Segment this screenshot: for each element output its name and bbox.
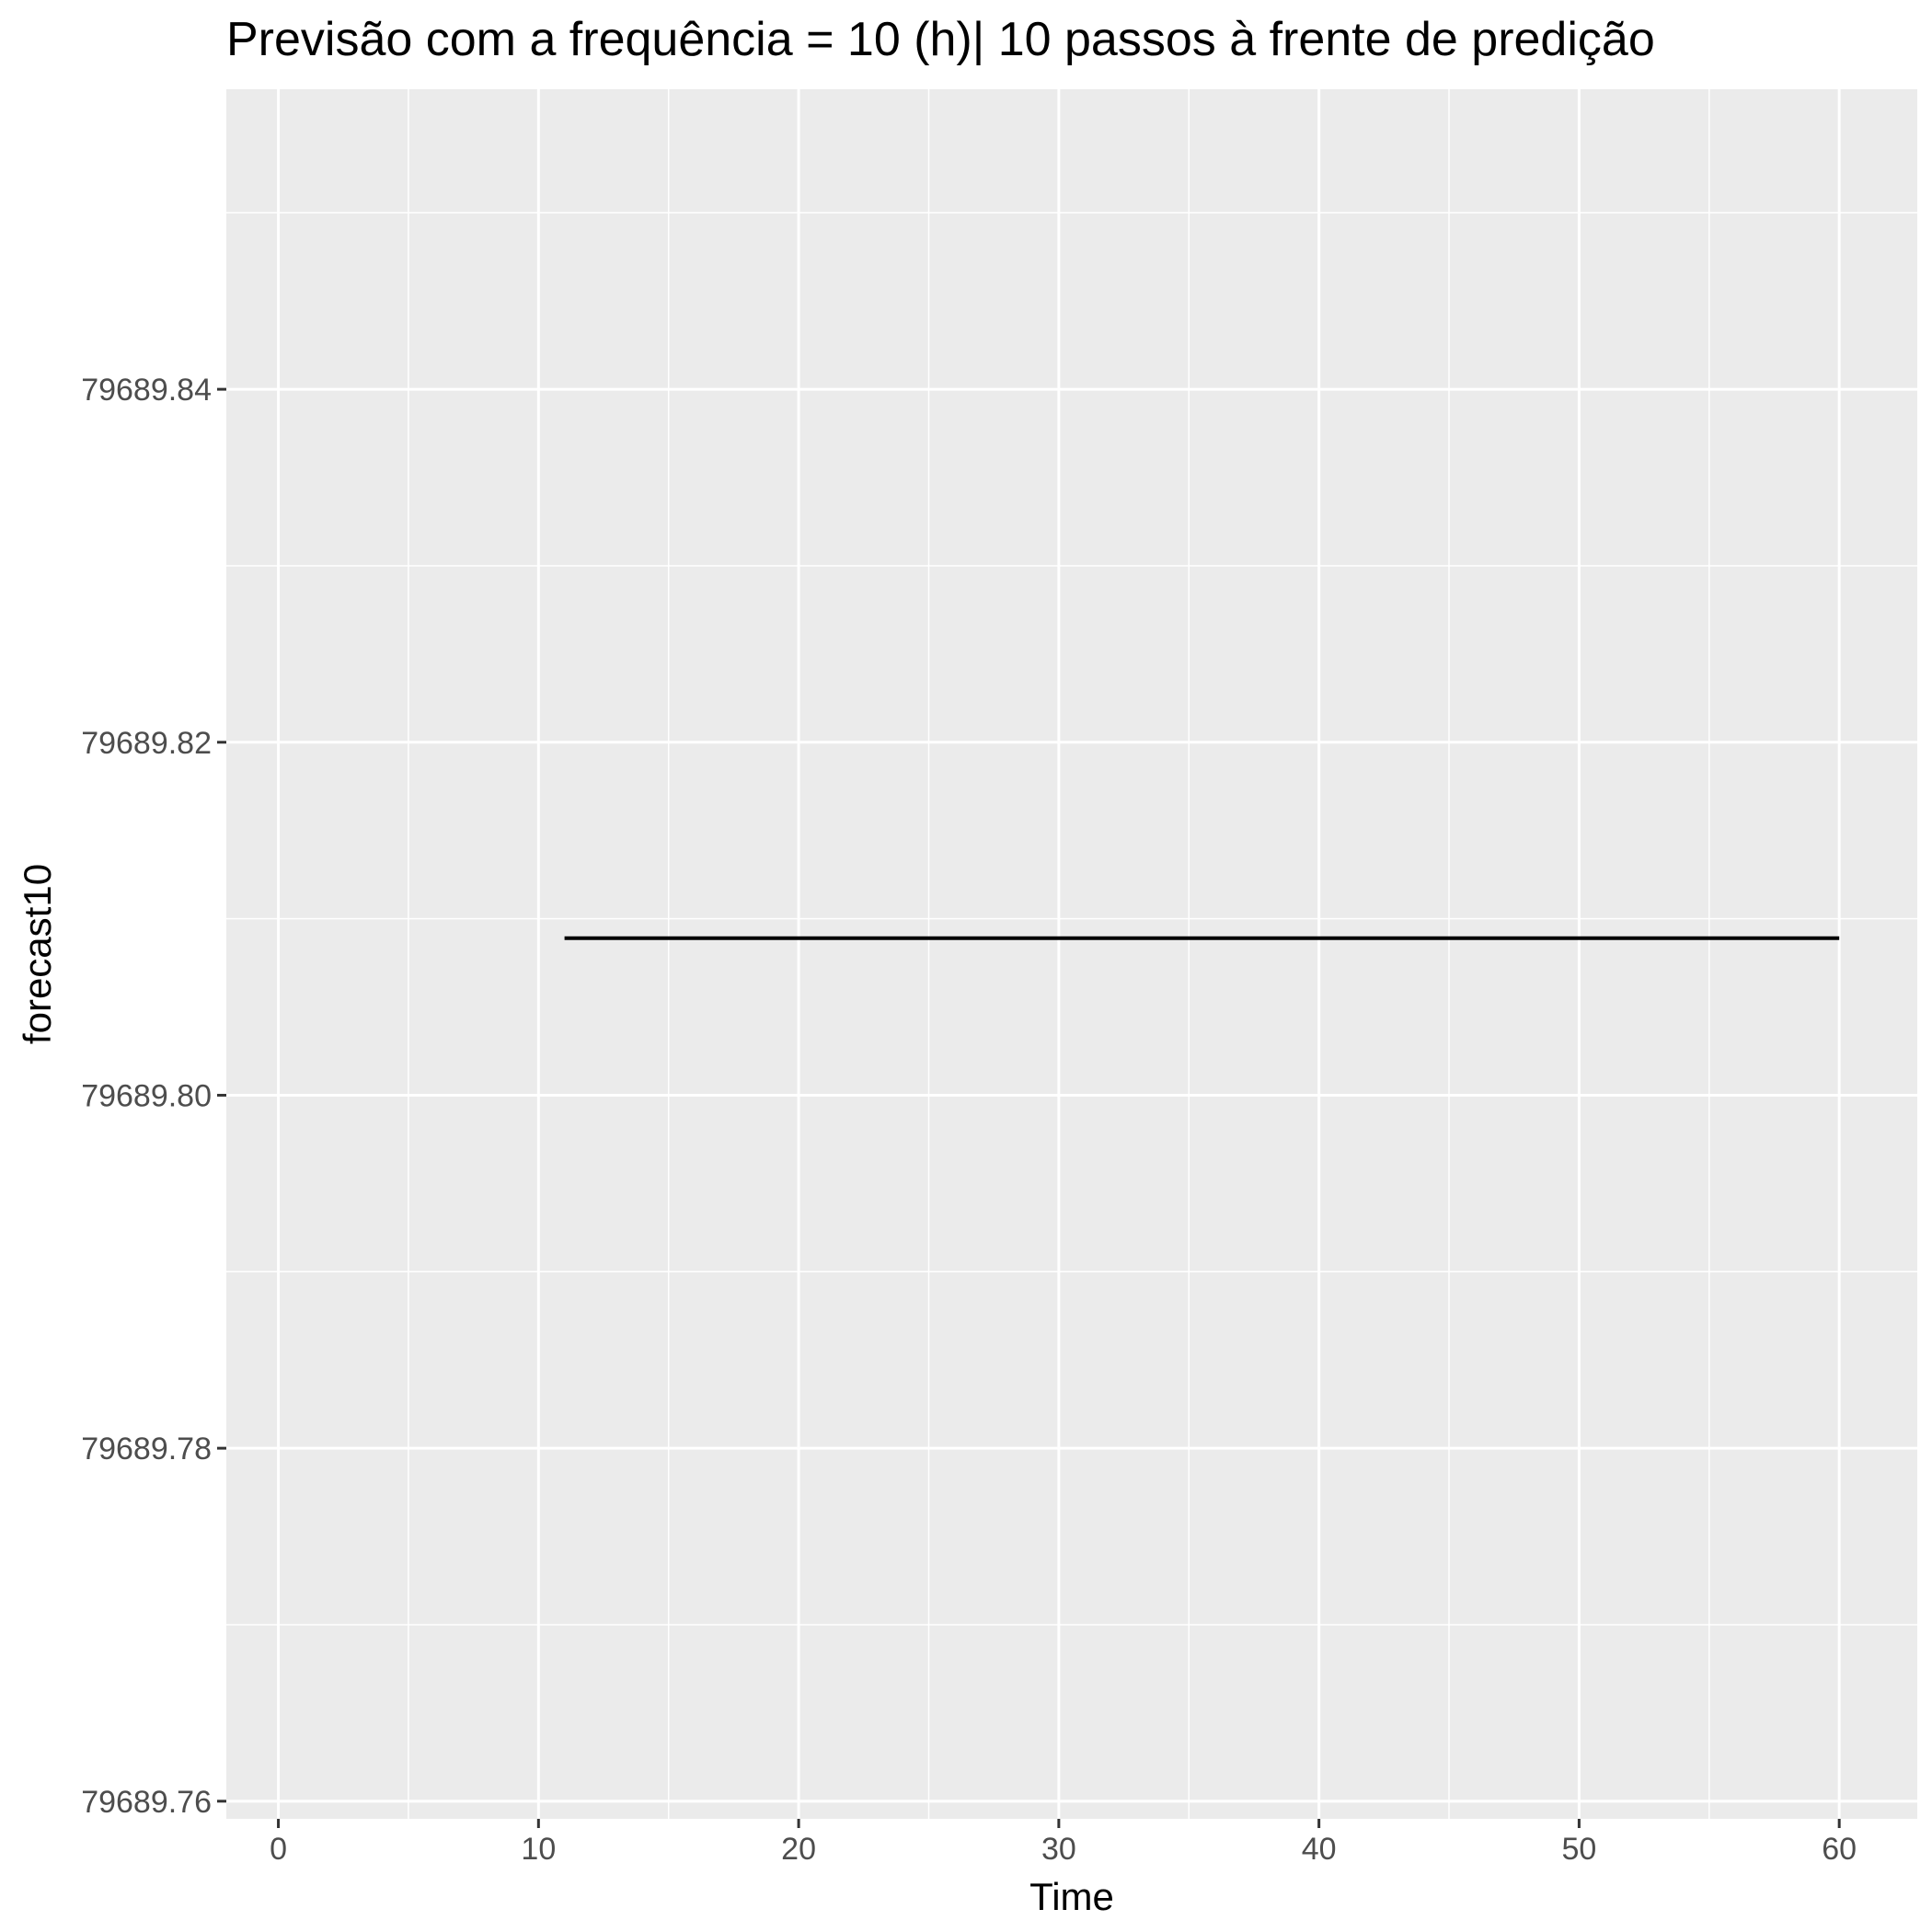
x-tick-label: 50	[1561, 1832, 1596, 1867]
y-tick-label: 79689.76	[81, 1785, 212, 1820]
x-tick-label: 20	[781, 1832, 816, 1867]
y-axis: 79689.76 79689.78 79689.80 79689.82 79689.84	[81, 373, 226, 1820]
x-tick-label: 0	[270, 1832, 287, 1867]
plot-panel	[226, 89, 1917, 1819]
y-tick-label: 79689.78	[81, 1432, 212, 1466]
x-tick-label: 60	[1822, 1832, 1857, 1867]
y-axis-title: forecast10	[16, 864, 59, 1044]
x-tick-label: 40	[1302, 1832, 1337, 1867]
y-tick-label: 79689.82	[81, 726, 212, 761]
x-axis-title: Time	[1029, 1875, 1114, 1918]
y-tick-label: 79689.84	[81, 373, 212, 408]
y-tick-label: 79689.80	[81, 1078, 212, 1113]
grid-lines	[226, 89, 1917, 1819]
x-axis: 0 10 20 30 40 50 60	[270, 1819, 1857, 1867]
x-tick-label: 10	[521, 1832, 556, 1867]
x-tick-label: 30	[1041, 1832, 1076, 1867]
chart-title: Previsão com a frequência = 10 (h)| 10 p…	[226, 13, 1655, 66]
